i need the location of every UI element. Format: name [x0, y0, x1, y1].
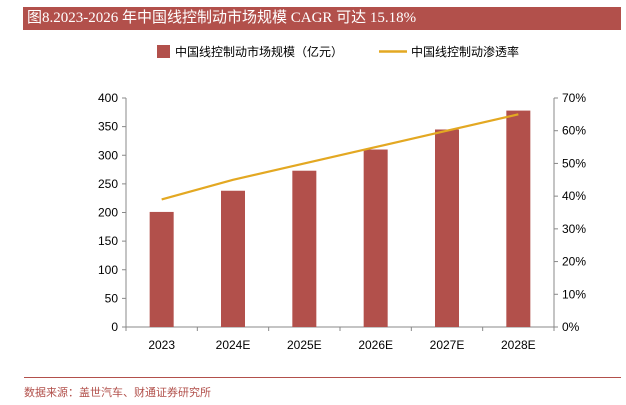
penetration-line — [161, 113, 519, 201]
line-series — [161, 113, 519, 201]
x-tick-label: 2026E — [358, 338, 393, 352]
bar-series — [149, 110, 531, 327]
bar — [221, 190, 245, 327]
left-tick-label: 0 — [111, 320, 118, 334]
source-divider — [24, 377, 621, 378]
bar — [292, 170, 317, 327]
x-axis-ticks: 2023 2024E 2025E 2026E 2027E 2028E — [125, 327, 555, 352]
x-tick-label: 2027E — [430, 338, 465, 352]
right-axis-ticks: 0% 10% 20% 30% 40% 50% 60% 70% — [554, 91, 586, 334]
left-tick-label: 350 — [98, 120, 118, 134]
x-tick-label: 2024E — [216, 338, 251, 352]
bar — [435, 129, 459, 327]
left-tick-label: 250 — [98, 177, 118, 191]
x-tick-label: 2023 — [148, 338, 175, 352]
left-tick-label: 50 — [105, 291, 119, 305]
left-axis-ticks: 0 50 100 150 200 250 300 350 400 — [98, 91, 126, 334]
right-tick-label: 50% — [562, 156, 586, 170]
axes — [125, 98, 555, 328]
bar — [149, 211, 174, 327]
bar — [363, 149, 388, 327]
right-tick-label: 40% — [562, 189, 586, 203]
left-tick-label: 300 — [98, 148, 118, 162]
left-tick-label: 200 — [98, 206, 118, 220]
x-tick-label: 2025E — [287, 338, 322, 352]
right-tick-label: 70% — [562, 91, 586, 105]
source-note: 数据来源：盖世汽车、财通证券研究所 — [24, 386, 211, 399]
legend-label-bar: 中国线控制动市场规模（亿元） — [175, 44, 343, 59]
figure-title: 图8.2023-2026 年中国线控制动市场规模 CAGR 可达 15.18% — [23, 7, 621, 30]
right-tick-label: 60% — [562, 124, 586, 138]
legend: 中国线控制动市场规模（亿元） 中国线控制动渗透率 — [157, 44, 519, 59]
bar — [506, 110, 531, 327]
right-tick-label: 10% — [562, 287, 586, 301]
left-tick-label: 400 — [98, 91, 118, 105]
x-tick-label: 2028E — [501, 338, 536, 352]
legend-label-line: 中国线控制动渗透率 — [411, 44, 519, 59]
right-tick-label: 20% — [562, 255, 586, 269]
right-tick-label: 0% — [562, 320, 580, 334]
left-tick-label: 150 — [98, 234, 118, 248]
right-tick-label: 30% — [562, 222, 586, 236]
legend-swatch-bar — [157, 45, 170, 58]
left-tick-label: 100 — [98, 263, 118, 277]
